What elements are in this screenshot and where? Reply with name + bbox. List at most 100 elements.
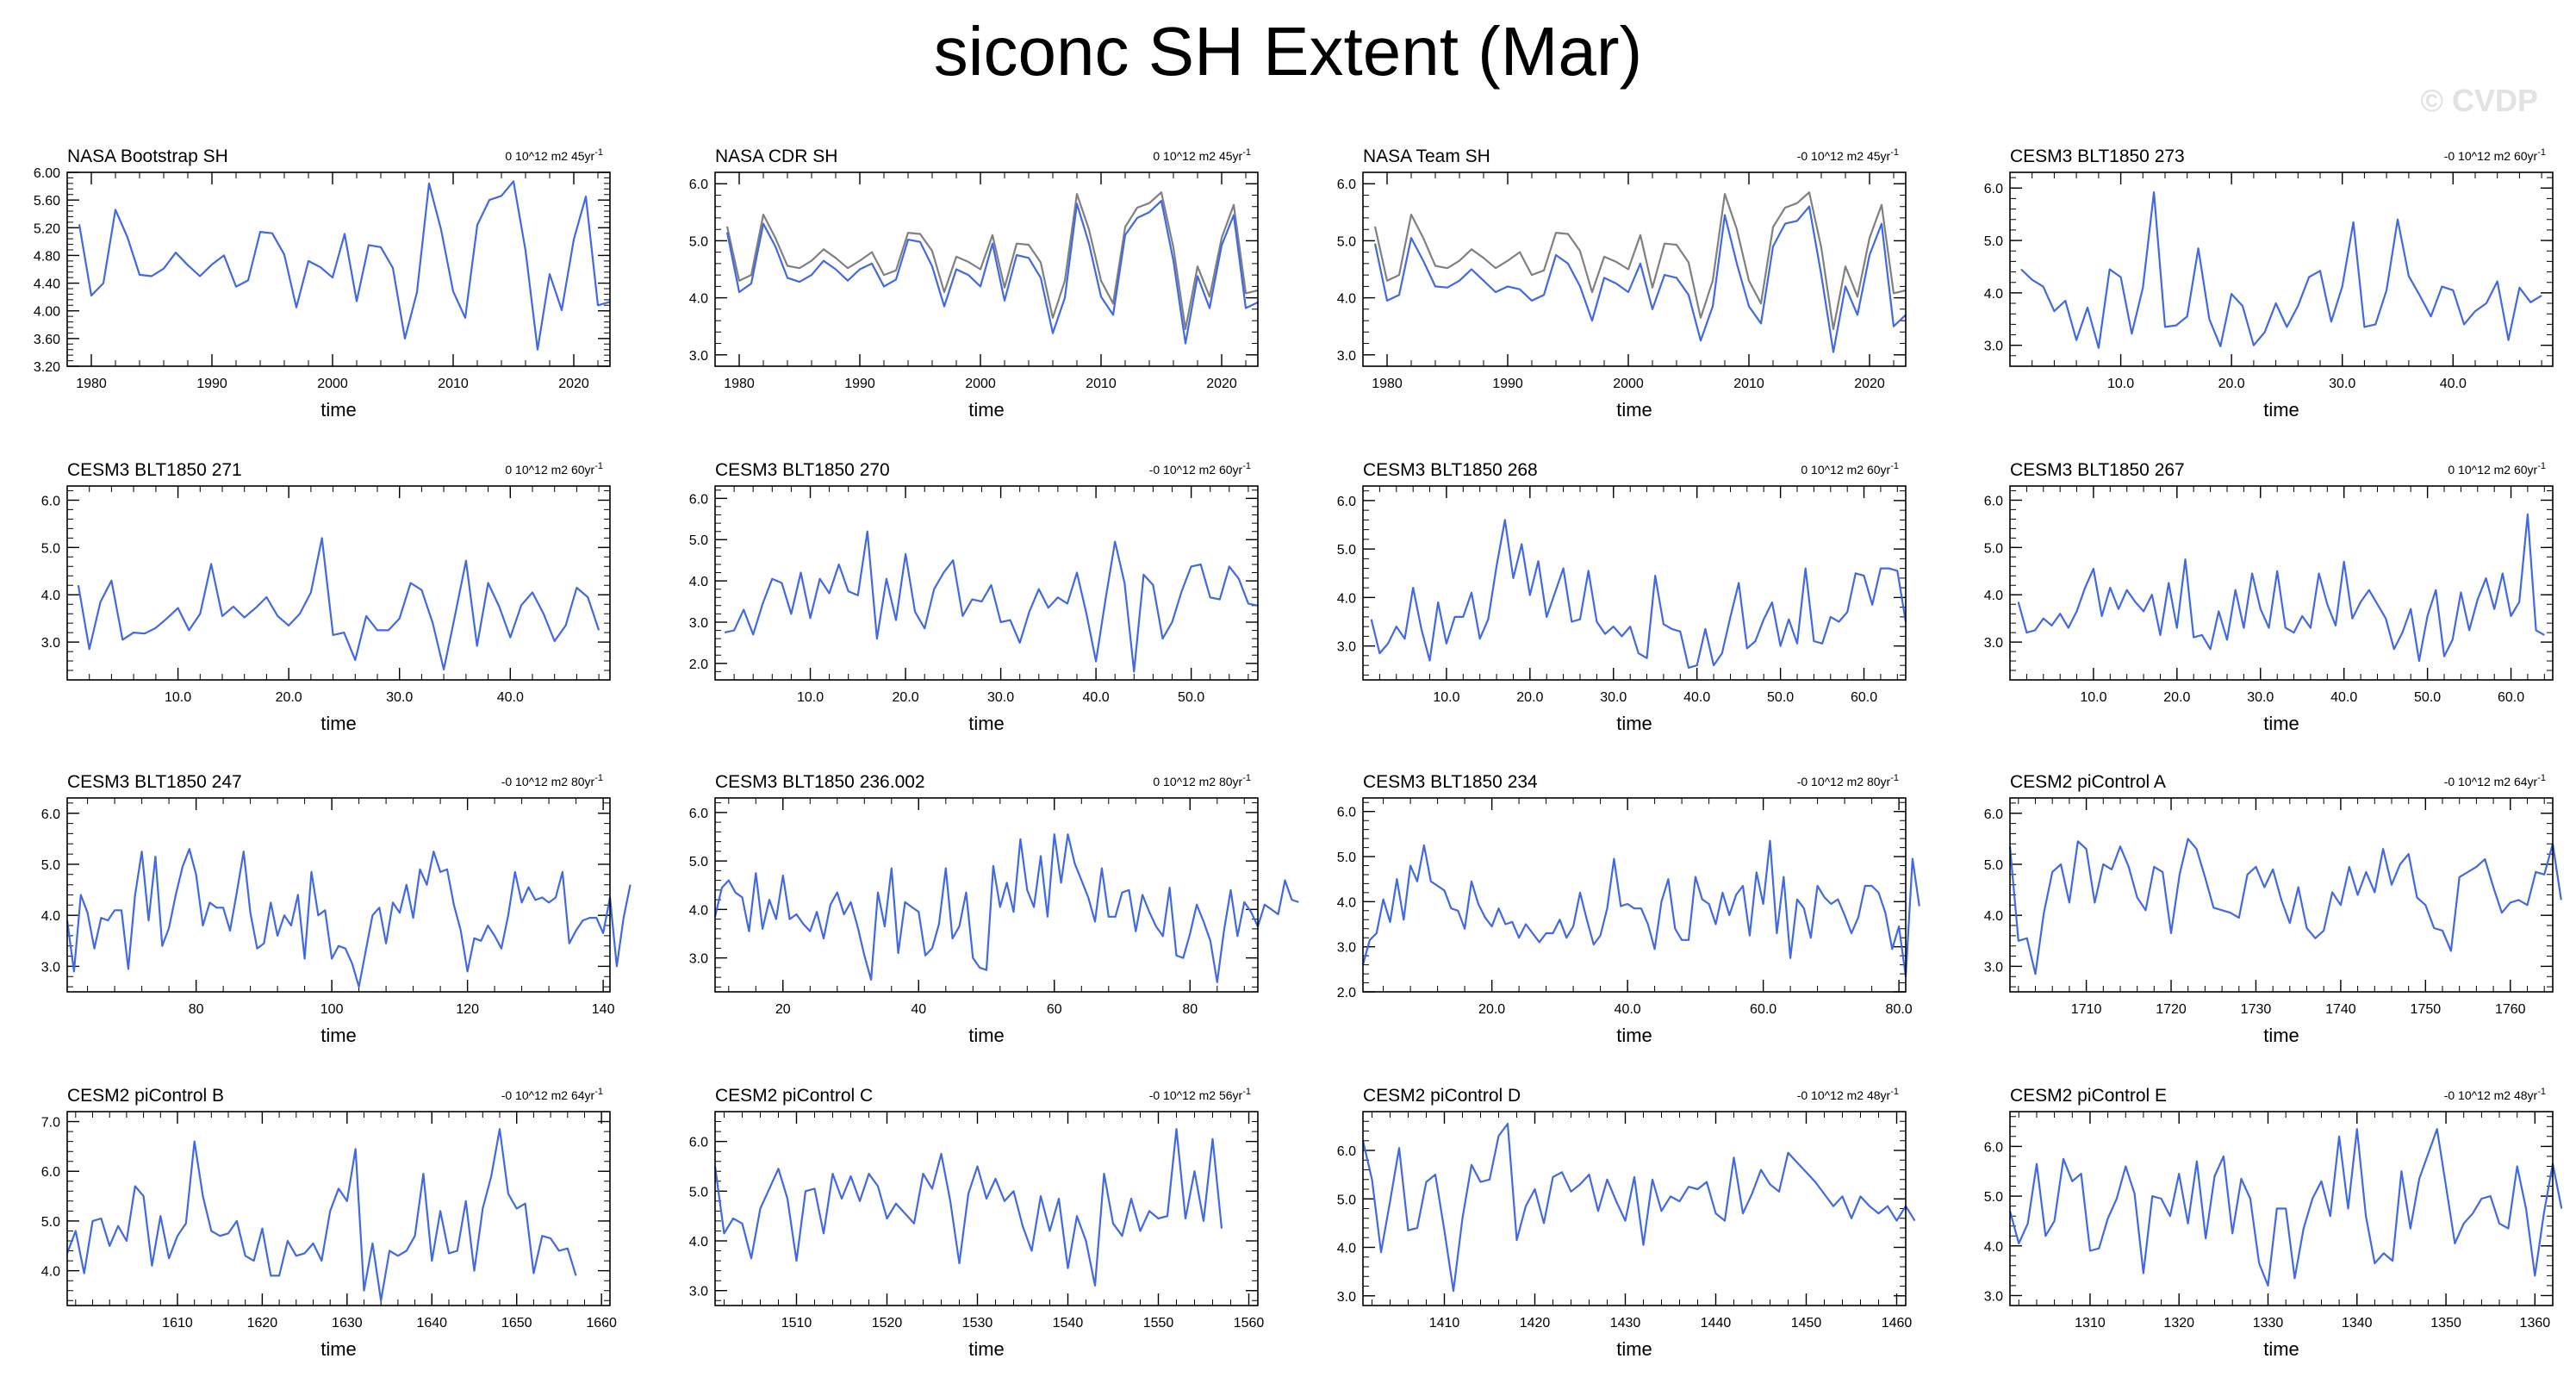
- minor-ticks: [714, 486, 1258, 681]
- x-axis-label: time: [320, 1338, 357, 1360]
- x-tick-label: 20: [775, 1002, 791, 1017]
- panel-stat-exponent: -1: [1242, 1087, 1251, 1097]
- x-tick-label: 1420: [1520, 1316, 1551, 1331]
- x-tick-label: 2010: [1086, 377, 1117, 391]
- y-tick-label: 4.0: [41, 1265, 60, 1280]
- minor-ticks: [67, 798, 610, 992]
- y-tick-label: 5.0: [1984, 234, 2003, 249]
- x-tick-label: 140: [592, 1002, 615, 1017]
- y-tick-label: 4.0: [1984, 287, 2003, 302]
- y-tick-label: 5.0: [1337, 1193, 1356, 1207]
- panel-stat-exponent: -1: [1890, 773, 1899, 783]
- plot-frame: [2009, 171, 2554, 367]
- x-tick-label: 50.0: [1767, 690, 1794, 705]
- y-tick-label: 3.0: [1337, 640, 1356, 655]
- panel-title: CESM3 BLT1850 271: [67, 460, 242, 480]
- y-tick-label: 5.0: [689, 533, 708, 548]
- minor-ticks: [1363, 798, 1906, 993]
- x-tick-label: 1610: [162, 1316, 193, 1331]
- x-tick-label: 60.0: [2498, 690, 2524, 705]
- x-tick-label: 40.0: [1083, 690, 1110, 705]
- plot-frame: [2009, 1111, 2554, 1306]
- y-tick-label: 6.0: [1984, 182, 2003, 196]
- x-tick-label: 2010: [1733, 377, 1764, 391]
- x-tick-label: 1720: [2156, 1002, 2187, 1017]
- panel-stat-exponent: -1: [1890, 461, 1899, 471]
- y-tick-label: 5.0: [1337, 543, 1356, 558]
- panel-stat-exponent: -1: [2537, 147, 2546, 158]
- plot-frame: [714, 171, 1259, 367]
- model-series-line: [2017, 513, 2545, 663]
- y-tick-label: 4.0: [689, 1235, 708, 1250]
- x-tick-label: 10.0: [1433, 690, 1459, 705]
- y-tick-label: 4.0: [1337, 895, 1356, 910]
- x-tick-label: 1350: [2430, 1316, 2461, 1331]
- y-tick-label: 6.0: [1984, 494, 2003, 508]
- x-tick-label: 80: [1182, 1002, 1198, 1017]
- panel-stat: -0 10^12 m2 80yr-1: [501, 773, 603, 788]
- x-tick-label: 1450: [1791, 1316, 1822, 1331]
- y-tick-label: 4.0: [1337, 591, 1356, 606]
- x-tick-label: 60.0: [1851, 690, 1877, 705]
- panel-stat-exponent: -1: [1242, 147, 1251, 158]
- model-series-line: [1361, 839, 1920, 977]
- plot-frame: [66, 1111, 611, 1306]
- chart-panel: CESM3 BLT1850 273 -0 10^12 m2 60yr-1 10.0 2…: [1984, 146, 2554, 421]
- x-tick-label: 20.0: [2218, 377, 2245, 391]
- y-tick-label: 6.0: [1337, 806, 1356, 820]
- x-tick-label: 1430: [1610, 1316, 1641, 1331]
- plot-frame: [714, 797, 1259, 993]
- x-tick-label: 40.0: [497, 690, 524, 705]
- panel-title: CESM3 BLT1850 236.002: [715, 772, 925, 792]
- model-series-line: [65, 848, 632, 988]
- y-tick-label: 3.20: [34, 360, 60, 375]
- panel-stat-exponent: -1: [2537, 773, 2546, 783]
- x-tick-label: 1760: [2495, 1002, 2526, 1017]
- y-tick-label: 6.0: [1984, 807, 2003, 822]
- x-axis-label: time: [968, 1025, 1005, 1046]
- x-tick-label: 1660: [586, 1316, 617, 1331]
- y-tick-label: 2.0: [689, 657, 708, 672]
- y-tick-label: 5.0: [1984, 541, 2003, 556]
- chart-panel: NASA CDR SH 0 10^12 m2 45yr-1 1980 1990 2000…: [689, 146, 1259, 421]
- panel-title: CESM3 BLT1850 247: [67, 772, 242, 792]
- minor-ticks: [1363, 1111, 1906, 1306]
- y-tick-label: 5.0: [41, 541, 60, 556]
- y-tick-label: 7.0: [41, 1116, 60, 1131]
- minor-ticks: [2010, 1112, 2554, 1306]
- x-axis-label: time: [968, 713, 1005, 734]
- x-tick-label: 20.0: [2163, 690, 2190, 705]
- x-tick-label: 1710: [2071, 1002, 2102, 1017]
- y-tick-label: 3.0: [41, 636, 60, 651]
- panel-stat-exponent: -1: [1242, 773, 1251, 783]
- x-tick-label: 2010: [438, 377, 469, 391]
- panel-stat: -0 10^12 m2 64yr-1: [501, 1087, 603, 1102]
- x-axis-label: time: [1616, 1025, 1652, 1046]
- x-tick-label: 1740: [2325, 1002, 2356, 1017]
- x-tick-label: 10.0: [797, 690, 824, 705]
- x-axis-label: time: [1616, 713, 1652, 734]
- y-tick-label: 6.0: [1337, 495, 1356, 509]
- y-tick-label: 5.0: [689, 1185, 708, 1200]
- model-series-line: [2020, 191, 2542, 349]
- model-series-line: [77, 537, 600, 671]
- y-tick-label: 3.0: [689, 952, 708, 967]
- chart-panel: CESM3 BLT1850 236.002 0 10^12 m2 80yr-1 20…: [689, 772, 1299, 1046]
- x-tick-label: 1410: [1429, 1316, 1460, 1331]
- x-tick-label: 40: [911, 1002, 926, 1017]
- minor-ticks: [2010, 798, 2553, 992]
- x-tick-label: 30.0: [2329, 377, 2355, 391]
- x-tick-label: 1320: [2163, 1316, 2194, 1331]
- y-tick-label: 6.0: [41, 1165, 60, 1180]
- x-tick-label: 1540: [1053, 1316, 1084, 1331]
- panel-title: NASA Team SH: [1363, 146, 1490, 166]
- panel-stat: 0 10^12 m2 60yr-1: [1801, 461, 1899, 477]
- x-tick-label: 2020: [1206, 377, 1237, 391]
- observed-series-line: [1373, 191, 1907, 331]
- x-tick-label: 2020: [1854, 377, 1885, 391]
- y-tick-label: 4.0: [1337, 1242, 1356, 1256]
- plot-frame: [1362, 485, 1907, 681]
- y-tick-label: 5.0: [41, 858, 60, 873]
- plot-frame: [714, 485, 1259, 681]
- minor-ticks: [2009, 486, 2553, 681]
